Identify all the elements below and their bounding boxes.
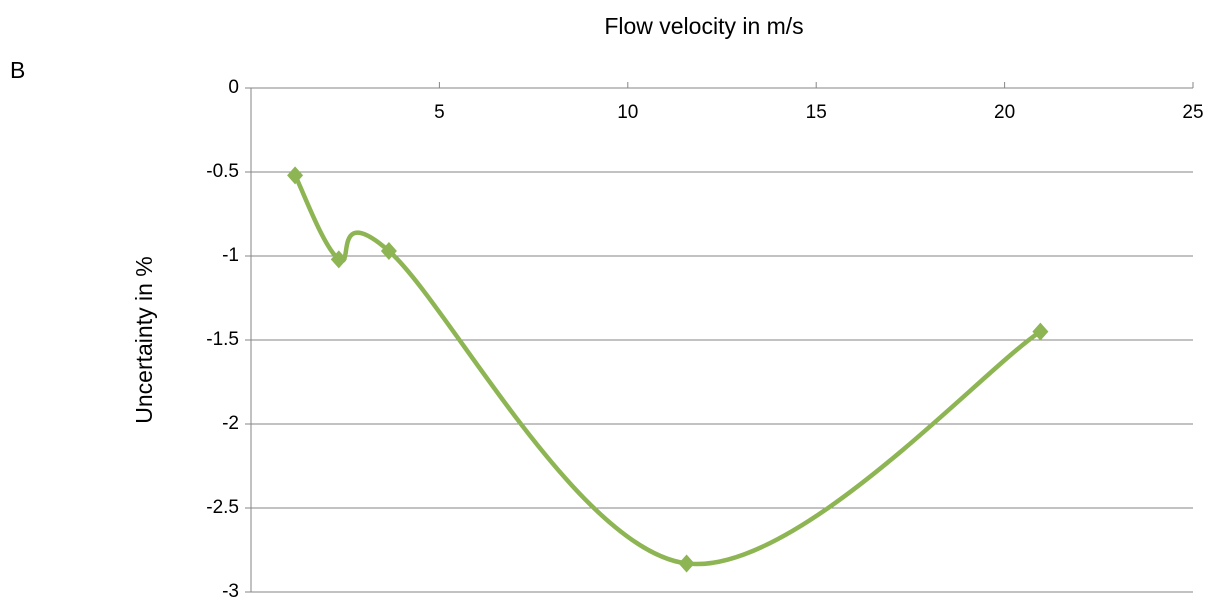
x-tick-label: 5 xyxy=(434,102,445,123)
y-tick-label: 0 xyxy=(228,77,239,98)
y-tick-label: -2 xyxy=(222,413,239,434)
marker xyxy=(330,250,347,269)
marker xyxy=(1032,322,1049,341)
x-tick-label: 20 xyxy=(994,102,1015,123)
x-tick-label: 25 xyxy=(1182,102,1203,123)
y-tick-label: -1.5 xyxy=(206,329,239,350)
y-tick-label: -1 xyxy=(222,245,239,266)
line xyxy=(293,174,1042,567)
y-axis-label: Uncertainty in % xyxy=(131,256,157,423)
marker xyxy=(287,166,304,185)
marker xyxy=(380,241,397,260)
y-tick-label: -3 xyxy=(222,581,239,599)
x-tick-label: 15 xyxy=(806,102,827,123)
y-tick-label: -2.5 xyxy=(206,497,239,518)
marker xyxy=(678,554,695,573)
panel-label: B xyxy=(10,57,25,83)
x-axis-label: Flow velocity in m/s xyxy=(604,13,803,39)
y-tick-label: -0.5 xyxy=(206,161,239,182)
x-tick-label: 10 xyxy=(617,102,638,123)
